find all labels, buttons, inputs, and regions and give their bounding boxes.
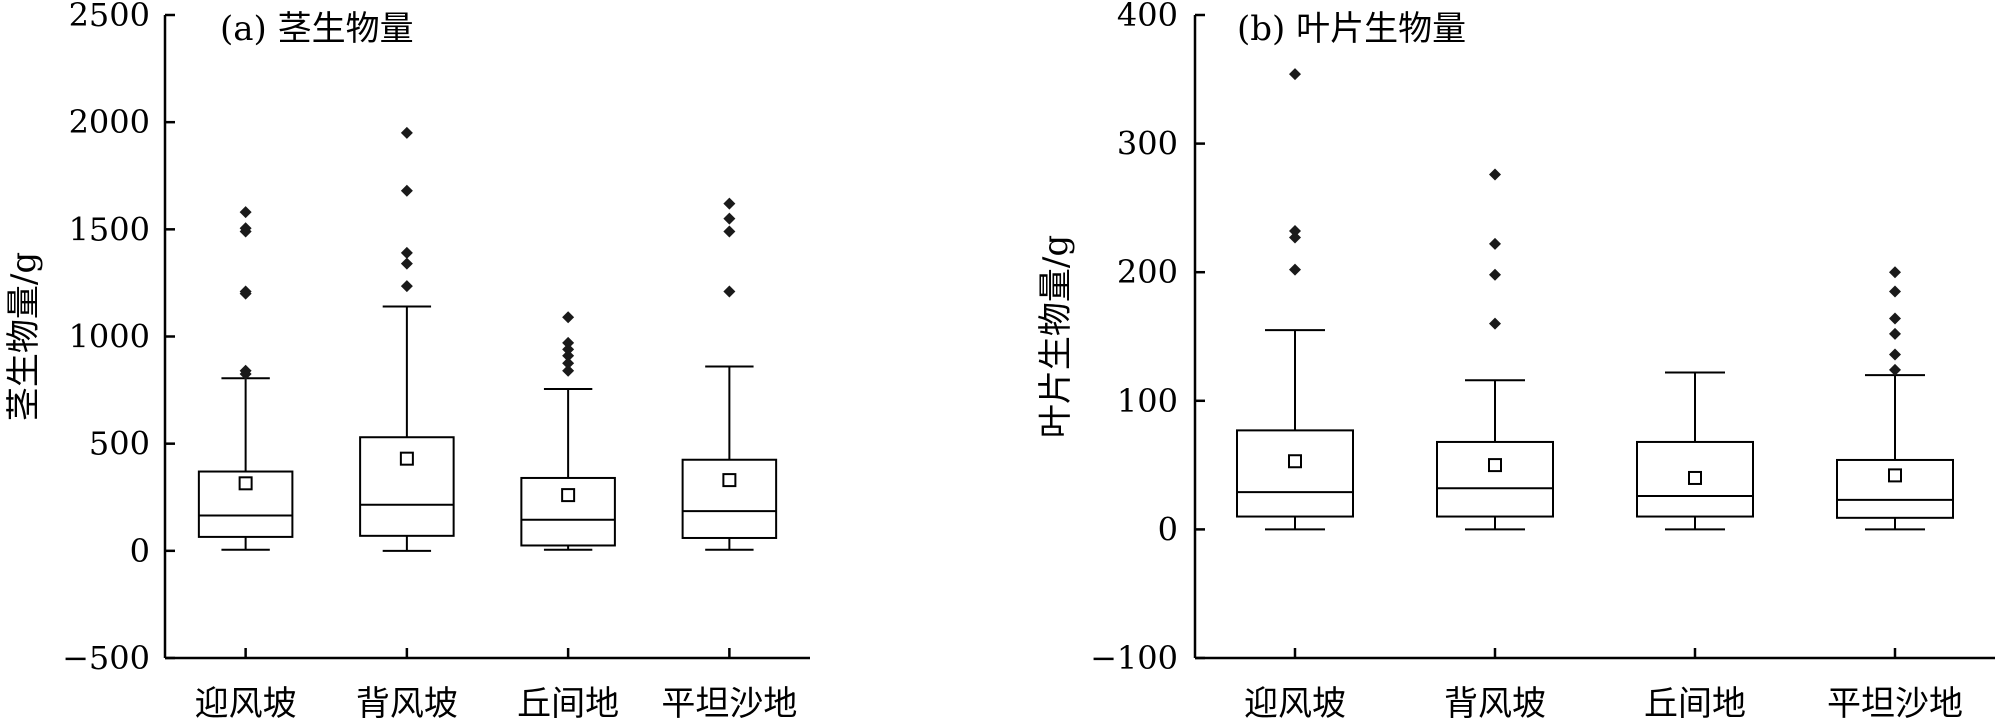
outlier-point xyxy=(400,257,413,270)
box-2 xyxy=(1436,168,1554,531)
outlier-point xyxy=(1889,363,1901,376)
box-3 xyxy=(1636,371,1754,531)
box-2 xyxy=(359,126,455,552)
interquartile-box xyxy=(681,458,778,539)
x-tick-label: 背风坡 xyxy=(356,684,458,722)
outlier-point xyxy=(239,206,252,219)
outlier-point xyxy=(562,349,575,362)
outlier-point xyxy=(1289,225,1301,238)
box-4 xyxy=(681,197,778,551)
x-tick-label: 平坦沙地 xyxy=(1827,684,1963,722)
outlier-point xyxy=(1889,348,1901,361)
outlier-point xyxy=(562,336,575,349)
y-tick-label: 1500 xyxy=(69,210,150,248)
interquartile-box xyxy=(1236,429,1354,518)
outlier-point xyxy=(562,343,575,356)
outlier-point xyxy=(1889,327,1901,340)
outlier-point xyxy=(1289,68,1301,81)
x-tick-label: 迎风坡 xyxy=(1244,684,1346,722)
y-tick-label: 200 xyxy=(1117,253,1178,291)
outlier-point xyxy=(400,184,413,197)
interquartile-box xyxy=(1436,440,1554,518)
outlier-point xyxy=(1489,317,1501,330)
outlier-point xyxy=(1289,263,1301,276)
mean-marker xyxy=(1488,458,1502,473)
outlier-point xyxy=(239,222,252,235)
panel-b-leaf-biomass: −100 0 100 200 300 400 迎风坡 背风坡 丘间地 平坦沙地 (b) 叶片生物量叶… xyxy=(1036,0,1995,724)
x-tick-label: 丘间地 xyxy=(517,684,619,722)
outlier-point xyxy=(1489,268,1501,281)
x-tick-label: 背风坡 xyxy=(1444,684,1546,722)
interquartile-box xyxy=(520,476,616,547)
y-tick-label: 400 xyxy=(1117,0,1178,34)
y-axis-title: 茎生物量/g xyxy=(4,252,44,421)
panel-a-stem-biomass: −500 0 500 1000 1500 2000 2500 迎风坡 背风坡 丘间地 平坦沙地 (a)… xyxy=(4,0,810,724)
outlier-point xyxy=(1889,285,1901,298)
x-tick-label: 平坦沙地 xyxy=(661,684,797,722)
chart-title: (b) 叶片生物量 xyxy=(1237,9,1466,49)
y-axis-title: 叶片生物量/g xyxy=(1036,235,1076,438)
outlier-point xyxy=(562,311,575,324)
box-1 xyxy=(197,206,294,551)
outlier-point xyxy=(239,285,252,298)
y-tick-label: 0 xyxy=(1158,510,1178,548)
mean-marker xyxy=(238,476,253,491)
mean-marker xyxy=(1688,470,1702,485)
y-tick-label: 2000 xyxy=(69,103,150,141)
outlier-point xyxy=(1889,312,1901,325)
y-tick-label: 0 xyxy=(130,532,150,570)
outlier-point xyxy=(723,285,736,298)
y-tick-label: 500 xyxy=(89,425,150,463)
mean-marker xyxy=(561,488,576,503)
outlier-point xyxy=(562,364,575,377)
y-tick-label: 300 xyxy=(1117,125,1178,163)
interquartile-box xyxy=(359,436,455,537)
box-4 xyxy=(1836,266,1954,531)
mean-marker xyxy=(1288,454,1302,469)
chart-title: (a) 茎生物量 xyxy=(220,9,414,49)
y-tick-label: −100 xyxy=(1090,639,1178,677)
outlier-point xyxy=(400,246,413,259)
outlier-point xyxy=(1889,266,1901,279)
x-tick-label: 丘间地 xyxy=(1644,684,1746,722)
y-tick-label: 100 xyxy=(1117,382,1178,420)
outlier-point xyxy=(1489,237,1501,250)
outlier-point xyxy=(723,212,736,225)
box-3 xyxy=(520,311,616,551)
y-tick-label: 2500 xyxy=(69,0,150,34)
mean-marker xyxy=(399,451,414,466)
outlier-point xyxy=(239,364,252,377)
outlier-point xyxy=(400,126,413,139)
y-tick-label: 1000 xyxy=(69,318,150,356)
outlier-point xyxy=(723,197,736,210)
mean-marker xyxy=(1888,468,1902,483)
box-1 xyxy=(1236,68,1354,531)
outlier-point xyxy=(400,280,413,293)
mean-marker xyxy=(722,473,737,488)
outlier-point xyxy=(723,225,736,238)
outlier-point xyxy=(1289,231,1301,244)
outlier-point xyxy=(562,357,575,370)
x-tick-label: 迎风坡 xyxy=(195,684,297,722)
y-tick-label: −500 xyxy=(62,639,150,677)
outlier-point xyxy=(1489,168,1501,181)
